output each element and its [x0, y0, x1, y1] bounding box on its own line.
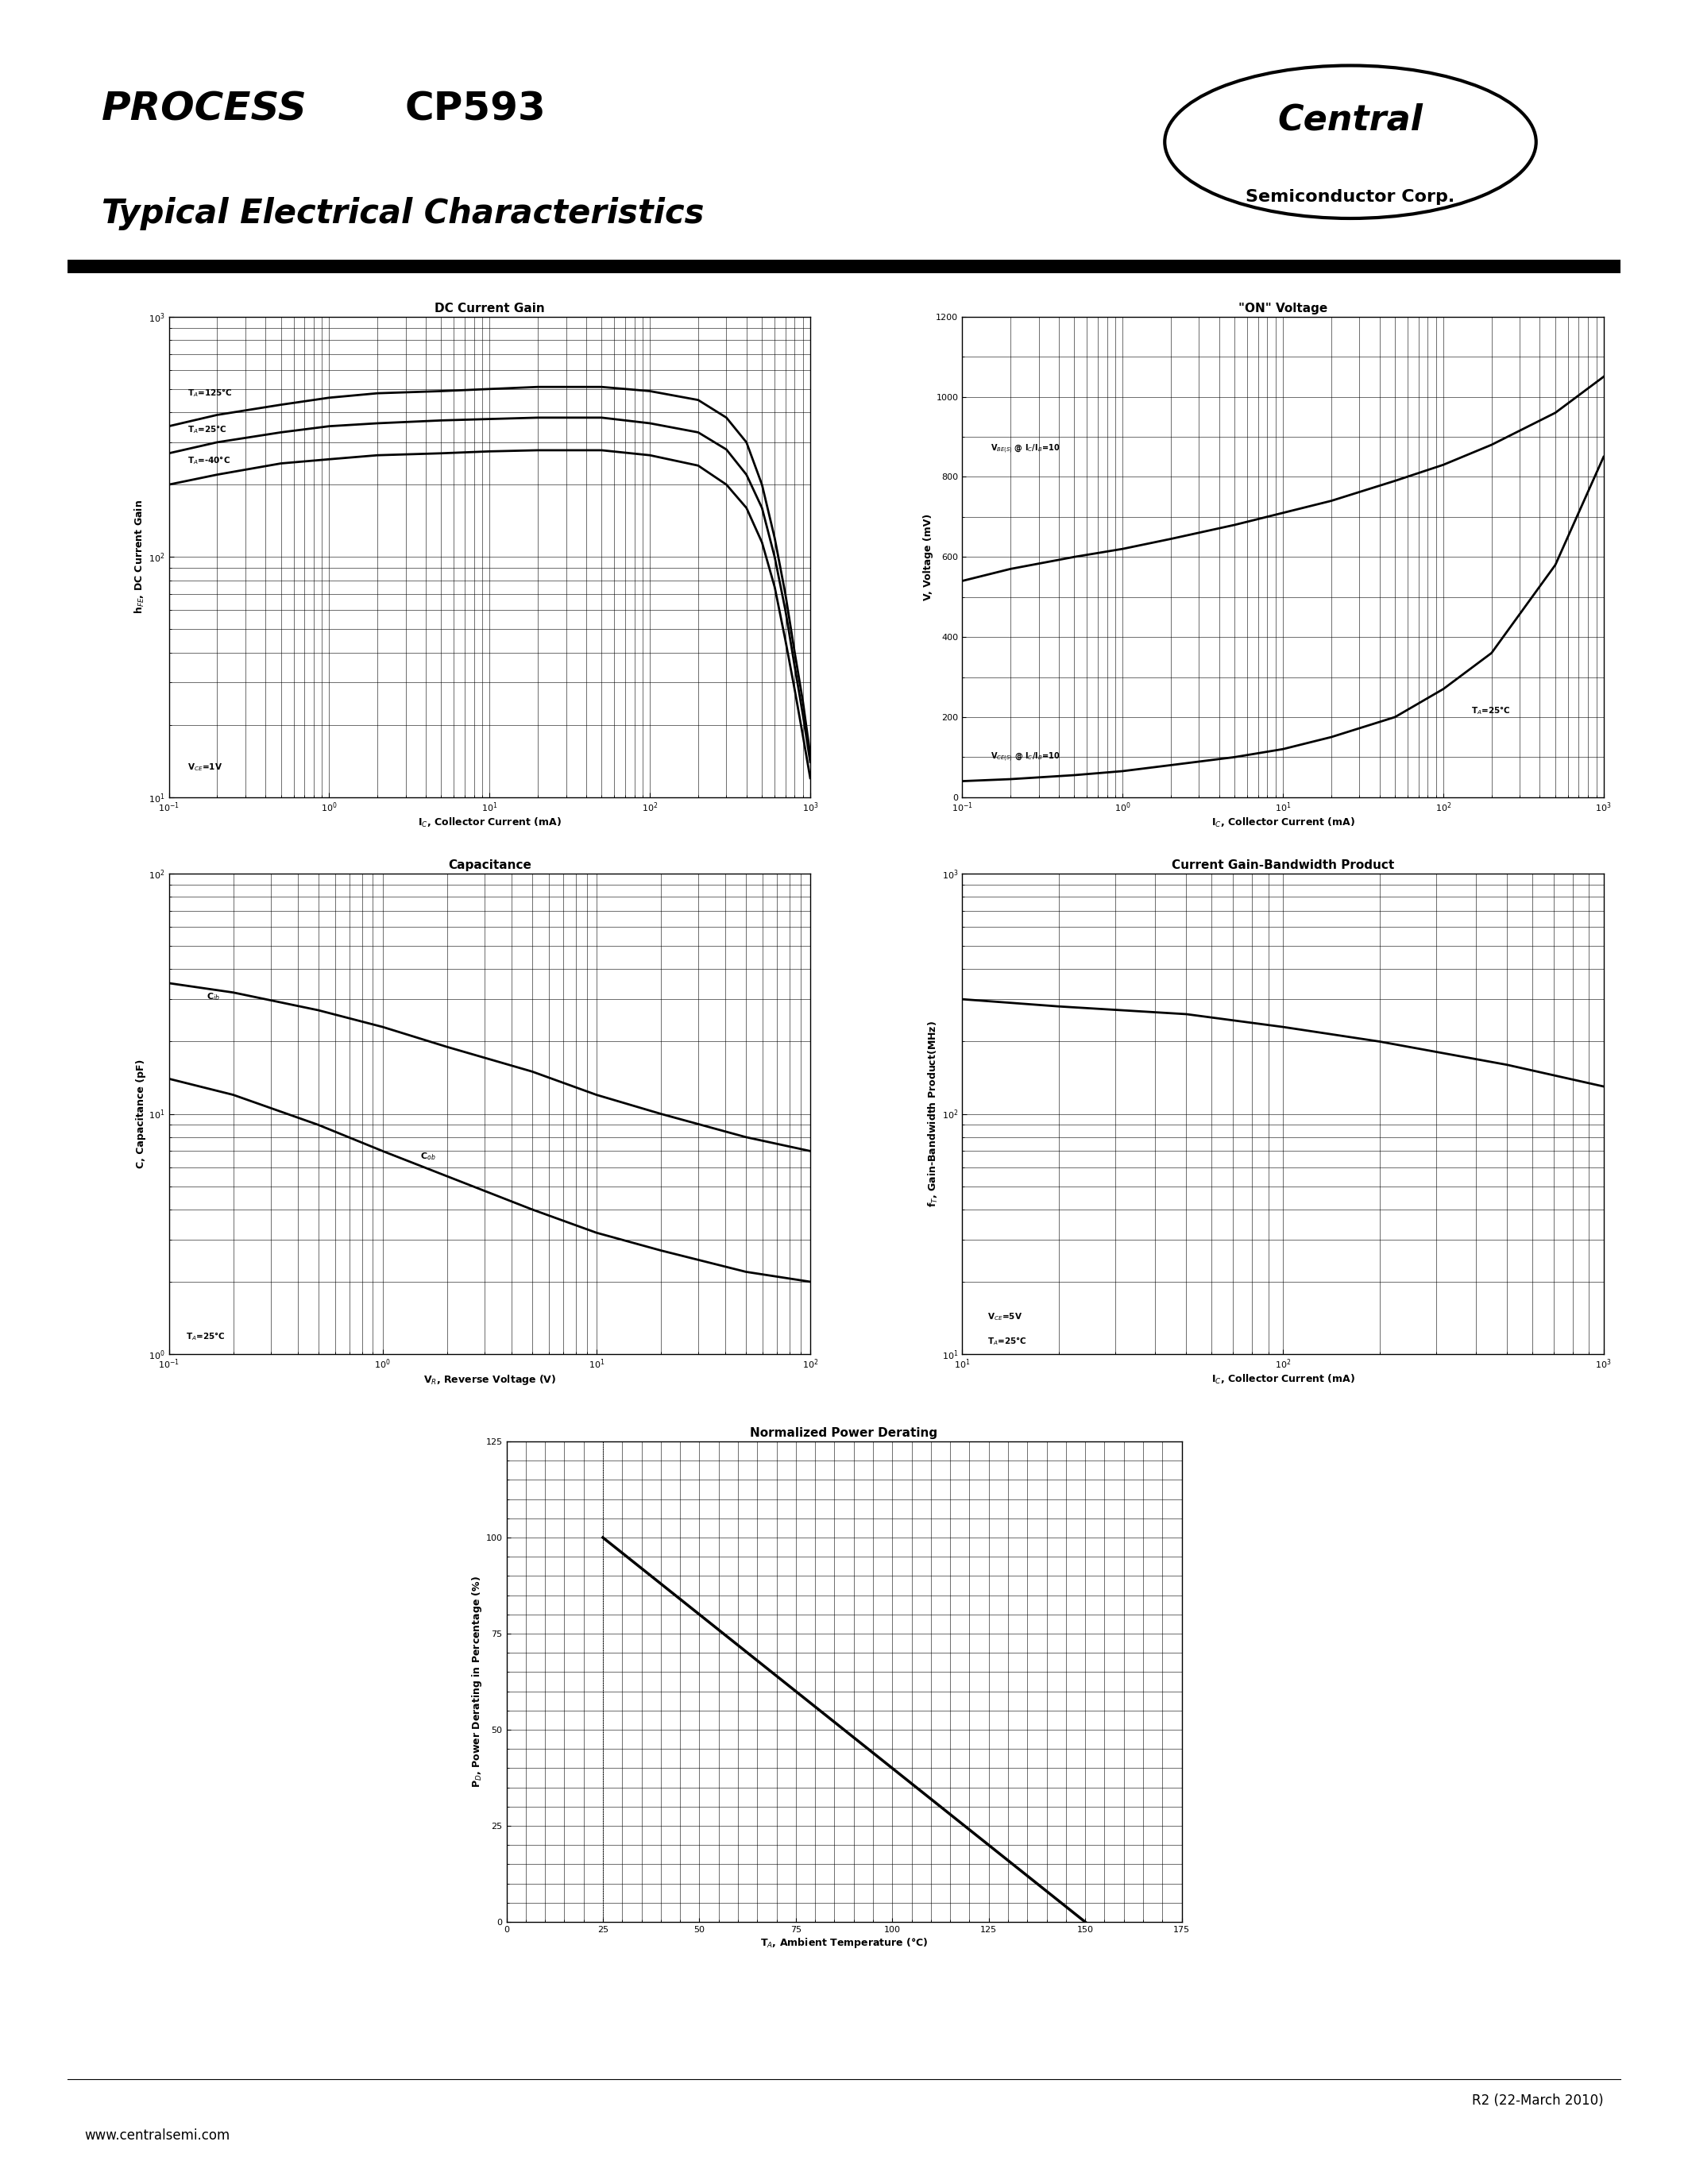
- Text: V$_{CE(S)}$ @ I$_C$/I$_B$=10: V$_{CE(S)}$ @ I$_C$/I$_B$=10: [991, 751, 1060, 764]
- Y-axis label: f$_T$, Gain-Bandwidth Product(MHz): f$_T$, Gain-Bandwidth Product(MHz): [927, 1020, 940, 1208]
- X-axis label: I$_C$, Collector Current (mA): I$_C$, Collector Current (mA): [1210, 817, 1355, 830]
- Text: T$_A$=-40°C: T$_A$=-40°C: [187, 454, 230, 467]
- Text: T$_A$=25°C: T$_A$=25°C: [987, 1334, 1026, 1348]
- Text: V$_{BE(S)}$ @ I$_C$/I$_B$=10: V$_{BE(S)}$ @ I$_C$/I$_B$=10: [991, 443, 1060, 454]
- X-axis label: I$_C$, Collector Current (mA): I$_C$, Collector Current (mA): [417, 817, 562, 830]
- Title: Capacitance: Capacitance: [447, 860, 532, 871]
- Title: Current Gain-Bandwidth Product: Current Gain-Bandwidth Product: [1171, 860, 1394, 871]
- Text: C$_{ob}$: C$_{ob}$: [420, 1151, 436, 1162]
- Text: www.centralsemi.com: www.centralsemi.com: [84, 2129, 230, 2143]
- X-axis label: T$_A$, Ambient Temperature (°C): T$_A$, Ambient Temperature (°C): [760, 1935, 928, 1950]
- Y-axis label: P$_D$, Power Derating in Percentage (%): P$_D$, Power Derating in Percentage (%): [469, 1575, 483, 1789]
- Text: CP593: CP593: [405, 90, 547, 129]
- Text: Semiconductor Corp.: Semiconductor Corp.: [1246, 188, 1455, 205]
- Text: Central: Central: [1278, 103, 1423, 138]
- Text: PROCESS: PROCESS: [101, 90, 307, 129]
- Title: "ON" Voltage: "ON" Voltage: [1239, 304, 1327, 314]
- X-axis label: V$_R$, Reverse Voltage (V): V$_R$, Reverse Voltage (V): [424, 1374, 555, 1387]
- Y-axis label: C, Capacitance (pF): C, Capacitance (pF): [137, 1059, 147, 1168]
- Text: Typical Electrical Characteristics: Typical Electrical Characteristics: [101, 197, 704, 232]
- Title: DC Current Gain: DC Current Gain: [434, 304, 545, 314]
- Text: C$_{ib}$: C$_{ib}$: [206, 992, 219, 1002]
- X-axis label: I$_C$, Collector Current (mA): I$_C$, Collector Current (mA): [1210, 1374, 1355, 1387]
- Text: T$_A$=125°C: T$_A$=125°C: [187, 387, 233, 397]
- Text: T$_A$=25°C: T$_A$=25°C: [1472, 703, 1511, 716]
- Y-axis label: V, Voltage (mV): V, Voltage (mV): [923, 513, 933, 601]
- Text: T$_A$=25°C: T$_A$=25°C: [187, 424, 226, 435]
- Text: R2 (22-March 2010): R2 (22-March 2010): [1472, 2094, 1604, 2108]
- Text: V$_{CE}$=5V: V$_{CE}$=5V: [987, 1310, 1023, 1321]
- Text: T$_A$=25°C: T$_A$=25°C: [186, 1330, 225, 1343]
- Text: V$_{CE}$=1V: V$_{CE}$=1V: [187, 762, 223, 773]
- Y-axis label: h$_{FE}$, DC Current Gain: h$_{FE}$, DC Current Gain: [133, 500, 147, 614]
- Title: Normalized Power Derating: Normalized Power Derating: [749, 1428, 939, 1439]
